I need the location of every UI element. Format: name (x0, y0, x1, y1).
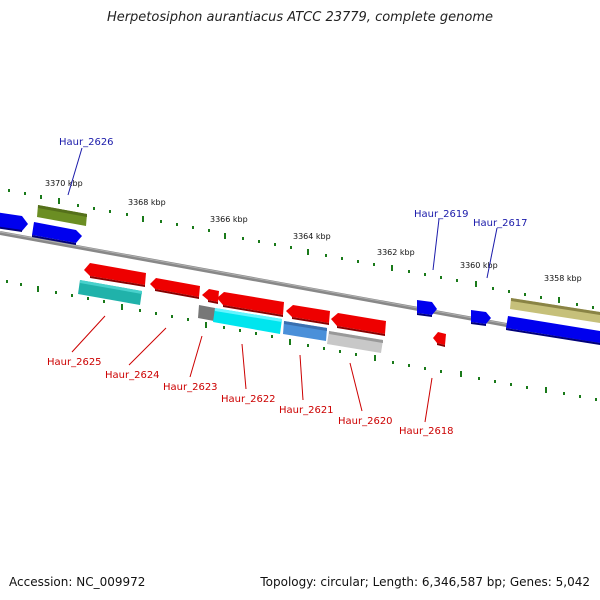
gene-arrow (506, 316, 600, 343)
inner-tick-track (6, 280, 597, 401)
reverse-gene-labels: Haur_2625 Haur_2624 Haur_2623 Haur_2622 … (47, 357, 454, 437)
gene-arrow (32, 222, 82, 243)
gene-arrow (471, 310, 491, 324)
gene-label: Haur_2617 (473, 218, 528, 229)
scale-label: 3370 kbp (45, 179, 83, 188)
forward-label-callouts (67, 147, 498, 279)
genome-summary-text: Topology: circular; Length: 6,346,587 bp… (260, 575, 590, 589)
gene-block (283, 321, 327, 341)
scale-label: 3364 kbp (293, 232, 331, 241)
gene-label: Haur_2623 (163, 382, 218, 393)
gene-label: Haur_2622 (221, 394, 276, 405)
map-title: Herpetosiphon aurantiacus ATCC 23779, co… (106, 10, 494, 25)
gene-arrow (0, 212, 28, 231)
scale-label: 3368 kbp (128, 198, 166, 207)
gene-block (327, 331, 383, 353)
gene-arrow (331, 313, 386, 334)
scale-label: 3362 kbp (377, 248, 415, 257)
gene-label: Haur_2625 (47, 357, 102, 368)
gene-block (198, 305, 215, 321)
gene-arrow (150, 278, 200, 297)
gene-label: Haur_2619 (414, 209, 469, 220)
gene-label: Haur_2626 (59, 137, 114, 148)
gene-arrow (433, 332, 446, 345)
forward-gene-labels: Haur_2626 Haur_2619 Haur_2617 (59, 137, 528, 229)
gene-block (213, 308, 282, 334)
gene-arrow (417, 300, 437, 315)
gene-label: Haur_2621 (279, 405, 334, 416)
gene-arrow (217, 292, 284, 315)
gene-label: Haur_2618 (399, 426, 454, 437)
gene-label: Haur_2620 (338, 416, 393, 427)
gene-block (37, 205, 87, 226)
gene-arrow (84, 263, 146, 285)
reverse-genes (78, 263, 446, 353)
gene-arrow (202, 289, 219, 302)
scale-labels: 3370 kbp 3368 kbp 3366 kbp 3364 kbp 3362… (45, 179, 582, 283)
scale-label: 3360 kbp (460, 261, 498, 270)
gene-label: Haur_2624 (105, 370, 160, 381)
gene-arrow (286, 305, 330, 323)
accession-text: Accession: NC_009972 (9, 575, 146, 589)
reverse-label-callouts (71, 315, 433, 423)
scale-label: 3366 kbp (210, 215, 248, 224)
gene-block (78, 280, 142, 305)
forward-genes (0, 205, 600, 345)
outer-tick-track (8, 189, 594, 309)
scale-label: 3358 kbp (544, 274, 582, 283)
